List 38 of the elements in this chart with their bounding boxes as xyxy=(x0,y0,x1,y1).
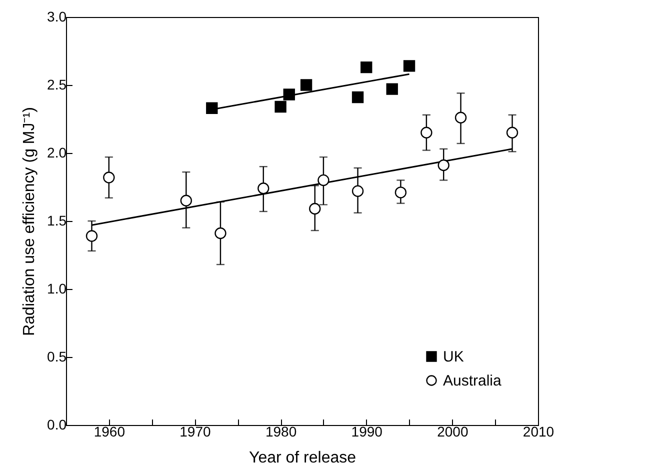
point xyxy=(454,112,467,124)
point xyxy=(283,88,295,100)
point xyxy=(386,83,398,95)
point xyxy=(214,227,226,240)
x-tick-label: 1990 xyxy=(351,424,383,440)
y-tick-label: 1.5 xyxy=(47,212,67,228)
point xyxy=(318,174,330,186)
point xyxy=(309,202,321,215)
point xyxy=(103,172,115,184)
point xyxy=(420,126,432,138)
x-tick-label: 1970 xyxy=(180,424,212,440)
x-tick-label: 1980 xyxy=(265,424,297,440)
y-tick-label: 2.5 xyxy=(47,76,67,92)
point xyxy=(300,79,312,91)
y-tick-label: 3.0 xyxy=(47,8,67,24)
point xyxy=(206,102,218,114)
point xyxy=(352,185,364,197)
x-axis-title: Year of release xyxy=(248,450,356,466)
point xyxy=(360,61,372,74)
y-axis-title: Radiation use efficiency (g MJ⁻¹) xyxy=(21,107,38,336)
point xyxy=(86,230,98,242)
legend-label: UK xyxy=(443,348,464,366)
point xyxy=(274,100,286,113)
y-tick-label: 0.5 xyxy=(47,348,67,364)
point xyxy=(258,182,270,194)
point xyxy=(403,60,416,72)
x-tick-label: 2000 xyxy=(437,424,468,440)
legend-label: Australia xyxy=(443,372,502,390)
y-tick-label: 1.0 xyxy=(47,280,67,296)
point xyxy=(394,186,407,198)
x-tick-label: 1960 xyxy=(94,424,126,440)
y-tick-label: 0.0 xyxy=(47,416,67,432)
y-tick-label: 2.0 xyxy=(47,144,67,160)
point xyxy=(438,159,450,172)
point xyxy=(180,194,192,206)
point xyxy=(352,91,364,104)
point xyxy=(506,126,518,138)
x-tick-label: 2010 xyxy=(522,424,554,440)
